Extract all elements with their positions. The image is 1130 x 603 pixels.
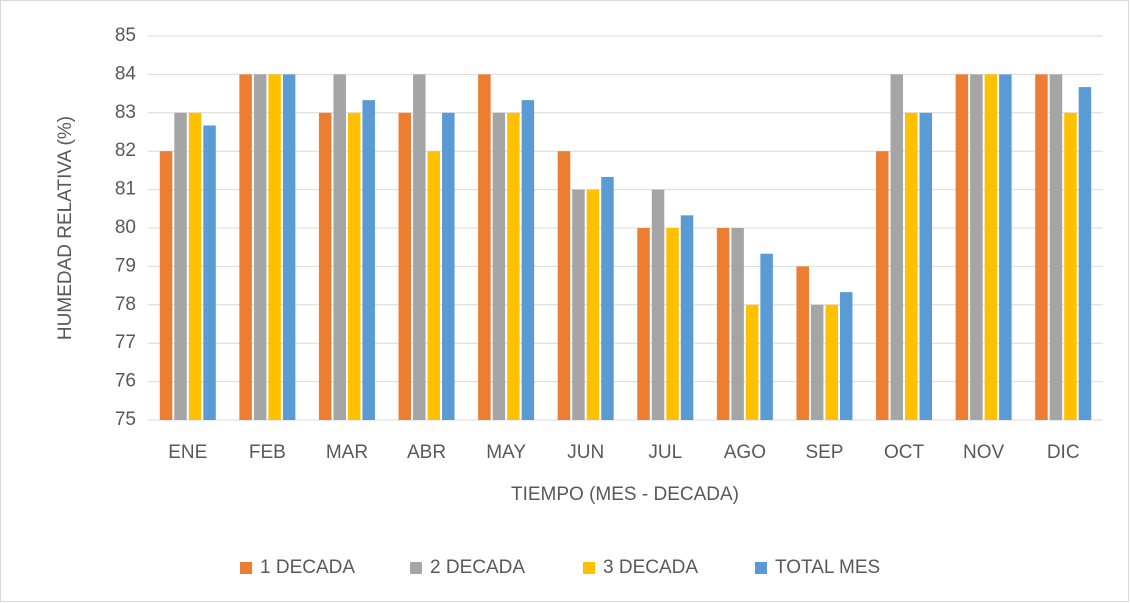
- bar: [825, 304, 838, 420]
- bar: [984, 74, 998, 421]
- bar: [666, 228, 679, 420]
- bar: [1078, 87, 1092, 421]
- bar: [398, 112, 412, 421]
- bar: [507, 112, 520, 421]
- bar: [919, 112, 933, 421]
- x-tick-label: FEB: [249, 442, 286, 463]
- bar: [716, 228, 730, 420]
- x-tick-label: JUN: [567, 442, 604, 463]
- bar: [760, 253, 773, 420]
- x-tick-label: MAR: [326, 442, 368, 463]
- bar: [955, 74, 969, 421]
- x-tick-label: OCT: [884, 442, 925, 463]
- y-tick-label: 82: [115, 140, 136, 161]
- bar: [601, 176, 614, 420]
- y-axis-label: HUMEDAD RELATIVA (%): [55, 116, 76, 340]
- bar: [203, 125, 216, 421]
- legend-label: 3 DECADA: [603, 557, 698, 578]
- bar: [188, 112, 202, 421]
- y-tick-label: 83: [115, 102, 136, 123]
- bar: [557, 151, 571, 420]
- bar: [572, 189, 585, 420]
- bar: [239, 74, 252, 421]
- x-tick-label: SEP: [805, 442, 843, 463]
- x-tick-label: DIC: [1047, 442, 1080, 463]
- x-tick-label: AGO: [724, 442, 766, 463]
- bar: [999, 74, 1012, 421]
- y-tick-label: 79: [115, 255, 136, 276]
- x-tick-label: MAY: [486, 442, 526, 463]
- bar: [586, 189, 600, 420]
- bar: [318, 112, 332, 421]
- bar: [492, 112, 506, 421]
- x-axis-label: TIEMPO (MES - DECADA): [511, 484, 739, 505]
- bar: [905, 112, 918, 421]
- bar: [1035, 74, 1048, 421]
- y-tick-label: 78: [115, 294, 136, 315]
- x-tick-label: NOV: [963, 442, 1005, 463]
- legend-label: 1 DECADA: [260, 557, 355, 578]
- bar: [890, 74, 904, 421]
- y-tick-label: 76: [115, 371, 136, 392]
- bar: [427, 151, 441, 420]
- bar: [745, 304, 759, 420]
- bar: [521, 100, 535, 421]
- bar: [442, 112, 455, 421]
- bar: [810, 304, 824, 420]
- x-tick-label: JUL: [648, 442, 682, 463]
- legend-swatch: [583, 562, 595, 574]
- bar: [731, 228, 744, 420]
- y-tick-label: 85: [115, 25, 136, 46]
- bar: [159, 151, 173, 420]
- bar: [413, 74, 426, 421]
- bar: [478, 74, 491, 421]
- y-tick-label: 80: [115, 217, 136, 238]
- legend-label: TOTAL MES: [775, 557, 880, 578]
- bar: [174, 112, 187, 421]
- bar: [876, 151, 889, 420]
- bar: [268, 74, 281, 421]
- bar: [1049, 74, 1063, 421]
- y-tick-label: 84: [115, 63, 137, 84]
- bar: [651, 189, 665, 420]
- legend-label: 2 DECADA: [430, 557, 525, 578]
- bar: [253, 74, 267, 421]
- bar: [362, 100, 375, 421]
- legend-swatch: [755, 562, 767, 574]
- bar: [680, 215, 694, 420]
- y-tick-label: 77: [115, 332, 136, 353]
- bar: [637, 228, 650, 420]
- y-tick-label: 75: [115, 409, 136, 430]
- bar: [347, 112, 361, 421]
- bar: [839, 292, 853, 420]
- y-tick-label: 81: [115, 179, 136, 200]
- bar: [796, 266, 809, 420]
- legend-swatch: [410, 562, 422, 574]
- x-tick-label: ENE: [168, 442, 207, 463]
- x-tick-label: ABR: [407, 442, 446, 463]
- bar: [1064, 112, 1077, 421]
- legend-swatch: [240, 562, 252, 574]
- bar: [970, 74, 983, 421]
- bar: [333, 74, 346, 421]
- bar: [282, 74, 296, 421]
